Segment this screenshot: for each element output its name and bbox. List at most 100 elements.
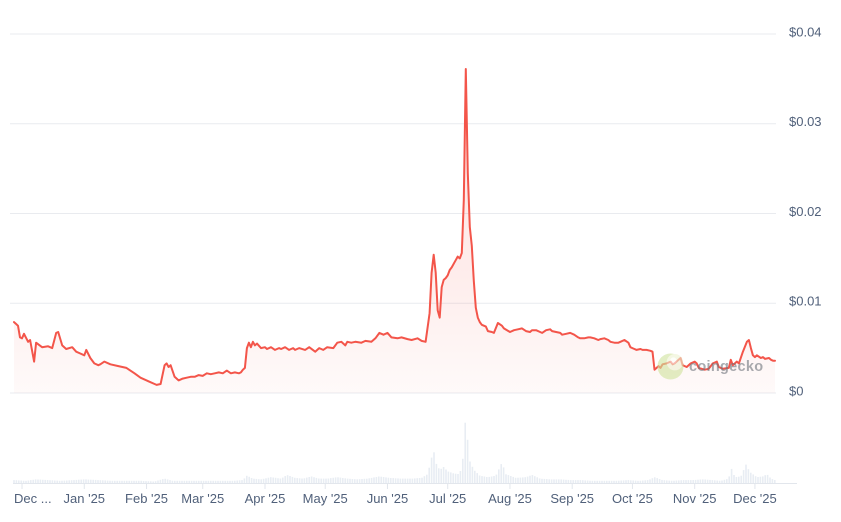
volume-bar xyxy=(118,480,121,483)
volume-bar xyxy=(104,480,106,483)
volume-bar xyxy=(282,477,284,483)
volume-bar xyxy=(13,480,15,483)
volume-bar xyxy=(145,481,147,483)
volume-bar xyxy=(106,480,109,483)
volume-bar xyxy=(231,480,234,483)
volume-bar xyxy=(327,478,330,483)
volume-bar xyxy=(666,480,668,483)
x-axis-label: Apr '25 xyxy=(245,491,286,506)
volume-bar xyxy=(171,480,174,483)
volume-bar xyxy=(128,480,130,483)
volume-bar xyxy=(423,476,426,483)
volume-bar xyxy=(121,480,123,483)
volume-bar xyxy=(505,474,507,483)
volume-bar xyxy=(246,475,248,483)
volume-bar xyxy=(344,478,346,483)
volume-bar xyxy=(442,467,445,483)
volume-bar xyxy=(728,476,730,483)
chart-plot-area[interactable] xyxy=(10,24,776,483)
volume-bar xyxy=(205,480,207,483)
volume-bar xyxy=(435,463,438,483)
volume-bar xyxy=(351,479,354,483)
volume-bar xyxy=(339,477,342,483)
volume-bar xyxy=(54,480,56,483)
volume-bar xyxy=(764,475,766,483)
volume-bar xyxy=(483,476,486,483)
volume-bar xyxy=(342,478,344,483)
volume-bar xyxy=(594,480,596,483)
volume-bar xyxy=(284,476,286,483)
volume-bar xyxy=(558,479,560,484)
volume-bar xyxy=(181,480,183,483)
volume-bar xyxy=(565,479,567,483)
volume-bar xyxy=(601,480,603,483)
volume-bar xyxy=(668,480,670,483)
x-axis-label: Aug '25 xyxy=(488,491,532,506)
volume-bar xyxy=(66,480,68,483)
volume-bar xyxy=(754,476,757,483)
volume-bar xyxy=(627,480,630,483)
volume-bar xyxy=(474,470,476,483)
volume-bar xyxy=(397,478,399,483)
x-axis-label: May '25 xyxy=(303,491,348,506)
price-area xyxy=(14,69,775,393)
volume-bar xyxy=(133,480,135,483)
volume-bar xyxy=(596,480,598,483)
volume-bar xyxy=(373,477,375,483)
volume-bar xyxy=(702,479,704,483)
x-axis-label: Sep '25 xyxy=(550,491,594,506)
volume-bar xyxy=(75,479,78,483)
volume-bar xyxy=(517,477,519,483)
volume-bar xyxy=(450,472,452,483)
volume-bar xyxy=(142,481,145,483)
volume-bar xyxy=(166,479,169,483)
volume-bar xyxy=(298,478,301,483)
volume-bar xyxy=(673,480,675,483)
volume-bar xyxy=(646,480,649,483)
volume-bar xyxy=(334,477,337,483)
volume-bar xyxy=(382,477,385,483)
volume-bar xyxy=(399,478,402,483)
volume-bar xyxy=(378,476,380,483)
y-axis-label: $0.03 xyxy=(789,114,822,129)
volume-bar xyxy=(169,480,171,483)
x-axis-label: Jul '25 xyxy=(429,491,466,506)
volume-bar xyxy=(769,477,771,483)
volume-bar xyxy=(697,479,699,483)
volume-bar xyxy=(644,480,646,483)
volume-bar xyxy=(150,481,152,483)
volume-bar xyxy=(318,478,320,483)
volume-bar xyxy=(296,478,298,483)
volume-bar xyxy=(498,469,500,483)
volume-bar xyxy=(286,475,289,483)
volume-bar xyxy=(375,477,378,483)
x-axis-label: Mar '25 xyxy=(181,491,224,506)
volume-bar xyxy=(277,478,279,483)
volume-bar xyxy=(685,480,687,483)
volume-bar xyxy=(154,481,157,483)
volume-bar xyxy=(315,477,318,483)
volume-bar xyxy=(502,467,505,483)
volume-bar xyxy=(637,480,639,483)
volume-bar xyxy=(44,479,46,483)
volume-bar xyxy=(368,478,370,483)
volume-bar xyxy=(512,476,514,483)
volume-bar xyxy=(58,480,61,483)
volume-bar xyxy=(632,480,634,483)
volume-bar xyxy=(265,478,267,483)
volume-bar xyxy=(294,477,296,483)
volume-bar xyxy=(90,479,92,483)
volume-bar xyxy=(598,480,601,483)
volume-bar xyxy=(658,479,661,483)
volume-bar xyxy=(123,480,126,483)
volume-bar xyxy=(183,480,186,483)
volume-bar xyxy=(466,439,469,483)
volume-bar xyxy=(507,475,510,483)
volume-bar xyxy=(301,478,303,483)
volume-bar xyxy=(152,481,154,483)
volume-bar xyxy=(279,478,282,483)
volume-bar xyxy=(663,480,666,483)
volume-bar xyxy=(618,480,620,483)
